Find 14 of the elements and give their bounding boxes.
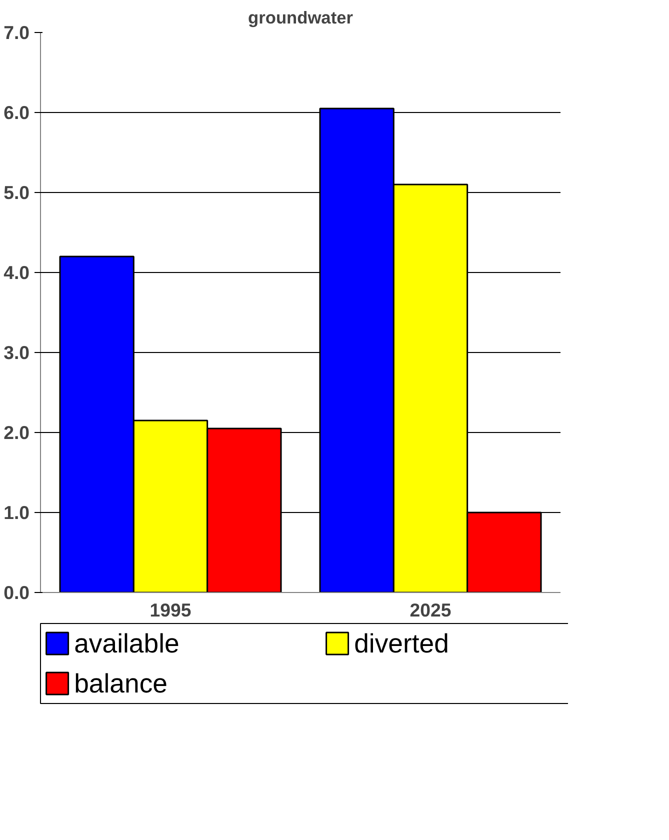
legend-label: balance <box>74 668 168 698</box>
y-tick-label: 1.0 <box>4 502 30 523</box>
x-tick-label: 2025 <box>410 600 452 620</box>
y-tick-label: 4.0 <box>4 262 30 283</box>
y-tick-label: 0.0 <box>4 582 30 603</box>
legend-label: diverted <box>354 628 449 658</box>
x-tick-label: 1995 <box>150 600 192 620</box>
legend-label: available <box>74 628 180 658</box>
y-tick-label: 3.0 <box>4 342 30 363</box>
y-tick-label: 2.0 <box>4 422 30 443</box>
y-tick-label: 7.0 <box>4 22 30 43</box>
y-tick-label: 5.0 <box>4 182 30 203</box>
chart-title: groundwater <box>248 8 354 28</box>
y-tick-label: 6.0 <box>4 102 30 123</box>
